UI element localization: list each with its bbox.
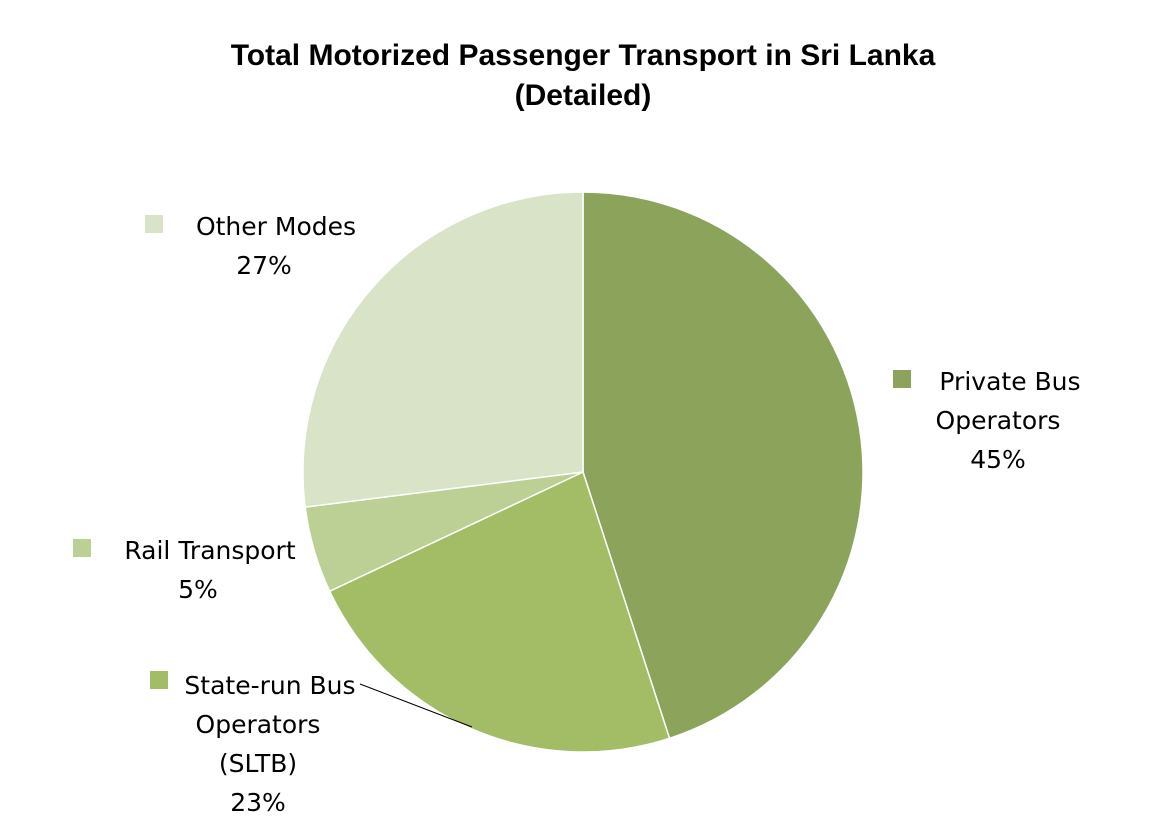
data-label-category: Operators bbox=[196, 710, 321, 739]
data-label-value: 5% bbox=[178, 575, 218, 604]
chart-subtitle: (Detailed) bbox=[514, 79, 652, 112]
pie-slice-other-modes bbox=[302, 191, 584, 508]
data-label-category: (SLTB) bbox=[219, 749, 297, 778]
data-label-value: 23% bbox=[230, 788, 286, 817]
data-label-category: Operators bbox=[936, 406, 1061, 435]
legend-key-swatch bbox=[893, 370, 911, 388]
data-label-category: Other Modes bbox=[196, 212, 356, 241]
pie-slice-private-bus-operators bbox=[582, 191, 864, 740]
data-label-category: Rail Transport bbox=[124, 536, 295, 565]
chart-title-line: Total Motorized Passenger Transport in S… bbox=[230, 39, 936, 72]
leader-line bbox=[359, 683, 473, 728]
legend-key-swatch bbox=[145, 215, 163, 233]
legend-key-swatch bbox=[73, 539, 91, 557]
data-label-value: 45% bbox=[970, 445, 1026, 474]
data-label-value: 27% bbox=[236, 251, 292, 280]
chart-title: Total Motorized Passenger Transport in S… bbox=[0, 36, 1166, 116]
data-label-category: State-run Bus bbox=[184, 671, 355, 700]
pie-slice-state-run-bus-operators-sltb bbox=[328, 470, 671, 753]
legend-key-swatch bbox=[150, 671, 168, 689]
data-label-category: Private Bus bbox=[939, 367, 1080, 396]
